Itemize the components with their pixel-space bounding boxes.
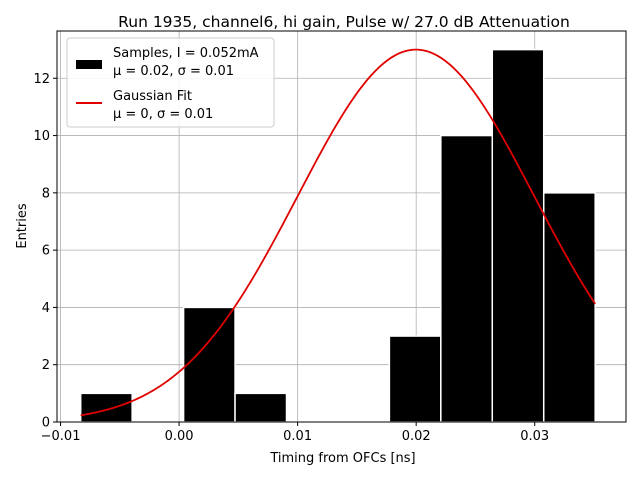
y-tick-label: 10	[33, 129, 50, 144]
y-tick-label: 6	[42, 244, 50, 259]
y-tick-label: 8	[42, 186, 50, 201]
legend-samples-stats: μ = 0.02, σ = 0.01	[113, 64, 234, 79]
x-tick-label: 0.03	[520, 429, 549, 444]
x-axis-label: Timing from OFCs [ns]	[269, 451, 415, 466]
histogram-bar	[440, 134, 494, 423]
x-tick-label: 0.02	[402, 429, 431, 444]
histogram-bar	[182, 306, 236, 423]
plot-frame	[56, 30, 627, 423]
y-tick-label: 0	[42, 416, 50, 431]
histogram-bar	[234, 392, 288, 423]
histogram-bar	[491, 48, 545, 423]
legend-samples-swatch	[76, 60, 102, 69]
x-axis-ticks: −0.01 0.00 0.01 0.02 0.03	[41, 422, 549, 444]
y-axis-label: Entries	[15, 203, 30, 249]
y-tick-label: 4	[42, 301, 50, 316]
y-tick-label: 12	[33, 72, 50, 87]
y-tick-label: 2	[42, 358, 50, 373]
chart-title: Run 1935, channel6, hi gain, Pulse w/ 27…	[118, 13, 570, 31]
legend: Samples, I = 0.052mA μ = 0.02, σ = 0.01 …	[66, 37, 275, 128]
y-axis-ticks: 0 2 4 6 8 10 12	[33, 72, 57, 431]
legend-samples-label: Samples, I = 0.052mA	[113, 46, 259, 61]
x-tick-label: 0.00	[165, 429, 194, 444]
legend-box	[66, 37, 275, 128]
gaussian-fit-curve	[80, 48, 596, 417]
x-tick-label: −0.01	[41, 429, 81, 444]
legend-fit-stats: μ = 0, σ = 0.01	[113, 107, 213, 122]
histogram-bar	[388, 335, 442, 423]
histogram-bar	[79, 392, 133, 423]
legend-fit-label: Gaussian Fit	[113, 89, 192, 104]
gaussian-fit-line	[80, 48, 596, 417]
x-tick-label: 0.01	[283, 429, 312, 444]
